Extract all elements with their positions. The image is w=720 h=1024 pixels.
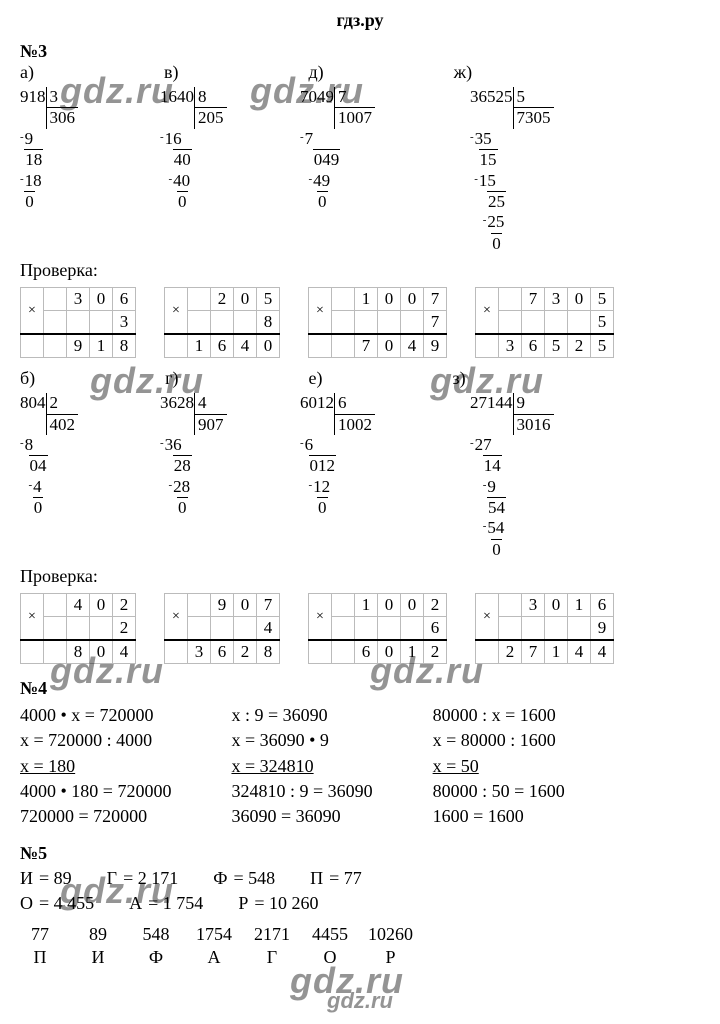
multiplication-check: ×3063918 (20, 287, 136, 358)
equation-line: x = 50 (433, 754, 565, 779)
division-row-2: 8042402-8 04 -4 0 36284907-36 28 -28 0 6… (20, 393, 700, 560)
equation-line: x = 180 (20, 754, 171, 779)
long-division: 2714493016-27 14 -9 54 -54 0 (470, 393, 580, 560)
equation-line: x : 9 = 36090 (231, 703, 372, 728)
long-division: 8042402-8 04 -4 0 (20, 393, 130, 518)
proverka-2: Проверка: (20, 566, 700, 587)
code-column: 548Ф (136, 924, 176, 968)
long-division: 36284907-36 28 -28 0 (160, 393, 270, 518)
label-v: в) (164, 62, 179, 83)
letter-value: Р= 10 260 (238, 893, 318, 914)
label-d: д) (308, 62, 323, 83)
mult-row-2: ×4022804 ×90743628 ×100266012 ×301692714… (20, 593, 700, 664)
long-division: 601261002-6 012 -12 0 (300, 393, 440, 518)
multiplication-check: ×100266012 (308, 593, 447, 664)
equation-line: x = 324810 (231, 754, 372, 779)
letter-value: И= 89 (20, 868, 72, 889)
equation-line: x = 80000 : 1600 (433, 728, 565, 753)
p5-title: №5 (20, 843, 700, 864)
equation-line: 324810 : 9 = 36090 (231, 779, 372, 804)
division-row-1: 9183306-9 18-18 0 16408205-16 40 -40 0 7… (20, 87, 700, 254)
equation-line: 1600 = 1600 (433, 804, 565, 829)
equation-line: 36090 = 36090 (231, 804, 372, 829)
code-column: 89И (78, 924, 118, 968)
label-a: а) (20, 62, 34, 83)
letter-value: А= 1 754 (129, 893, 203, 914)
multiplication-check: ×4022804 (20, 593, 136, 664)
mult-row-1: ×3063918 ×20581640 ×100777049 ×730553652… (20, 287, 700, 358)
p3-title: №3 (20, 41, 700, 62)
equation-line: 80000 : 50 = 1600 (433, 779, 565, 804)
letter-value: Ф= 548 (213, 868, 275, 889)
multiplication-check: ×20581640 (164, 287, 280, 358)
letter-value: П= 77 (310, 868, 362, 889)
multiplication-check: ×7305536525 (475, 287, 614, 358)
label-z: з) (453, 368, 466, 389)
p4-equations: 4000 • x = 720000x = 720000 : 4000x = 18… (20, 703, 700, 829)
label-b: б) (20, 368, 35, 389)
p5-table: 77П 89И 548Ф 1754А 2171Г 4455О 10260Р (20, 924, 700, 968)
code-column: 77П (20, 924, 60, 968)
label-g: г) (165, 368, 178, 389)
multiplication-check: ×3016927144 (475, 593, 614, 664)
equation-line: 4000 • x = 720000 (20, 703, 171, 728)
equation-line: 80000 : x = 1600 (433, 703, 565, 728)
label-zh: ж) (454, 62, 472, 83)
label-e: е) (309, 368, 323, 389)
long-division: 9183306-9 18-18 0 (20, 87, 130, 212)
code-column: 4455О (310, 924, 350, 968)
letter-value: О= 4 455 (20, 893, 94, 914)
long-division: 3652557305-35 15 -15 25 -25 0 (470, 87, 580, 254)
long-division: 704971007-7 049 -49 0 (300, 87, 440, 212)
p5-pairs: И= 89 Г= 2 171 Ф= 548 П= 77 О= 4 455 А= 1 75… (20, 868, 700, 914)
code-column: 2171Г (252, 924, 292, 968)
equation-line: 4000 • 180 = 720000 (20, 779, 171, 804)
equation-line: x = 36090 • 9 (231, 728, 372, 753)
site-header: гдз.ру (20, 10, 700, 31)
code-column: 1754А (194, 924, 234, 968)
multiplication-check: ×100777049 (308, 287, 447, 358)
long-division: 16408205-16 40 -40 0 (160, 87, 270, 212)
equation-line: 720000 = 720000 (20, 804, 171, 829)
multiplication-check: ×90743628 (164, 593, 280, 664)
code-column: 10260Р (368, 924, 413, 968)
footer-watermark: gdz.ru (20, 988, 700, 1014)
letter-value: Г= 2 171 (107, 868, 179, 889)
p4-title: №4 (20, 678, 700, 699)
equation-line: x = 720000 : 4000 (20, 728, 171, 753)
proverka-1: Проверка: (20, 260, 700, 281)
